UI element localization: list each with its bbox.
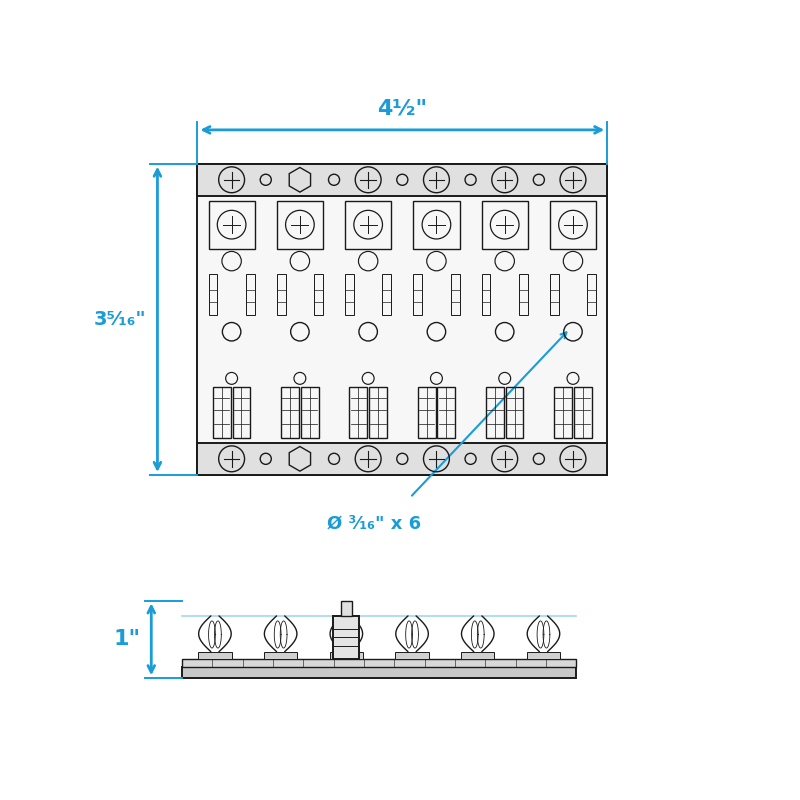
Bar [198,443,607,475]
Bar [519,274,528,314]
Bar [281,387,299,438]
Bar [345,274,354,314]
Bar [209,274,218,314]
Bar [574,387,592,438]
Bar [461,652,494,659]
Bar [350,387,367,438]
Bar [198,164,607,475]
Bar [213,387,230,438]
Bar [314,274,323,314]
Bar [395,652,429,659]
Bar [414,274,422,314]
Bar [233,387,250,438]
Bar [301,387,318,438]
Bar [550,274,558,314]
Bar [486,387,504,438]
Bar [277,201,323,249]
Text: Ø ³⁄₁₆" x 6: Ø ³⁄₁₆" x 6 [327,515,421,533]
Bar [277,274,286,314]
Bar [209,201,254,249]
Bar [382,274,391,314]
Text: 4½": 4½" [378,98,427,118]
Bar [330,652,363,659]
Text: 3⁵⁄₁₆": 3⁵⁄₁₆" [94,310,146,329]
Bar [369,387,387,438]
Bar [482,201,528,249]
Bar [438,387,455,438]
Bar [345,201,391,249]
Bar [527,652,560,659]
Bar [182,667,576,678]
Bar [418,387,435,438]
Bar [450,274,459,314]
Bar [482,274,490,314]
Bar [198,652,231,659]
Bar [506,387,523,438]
Bar [334,616,359,659]
Bar [554,387,572,438]
Bar [550,201,596,249]
Bar [198,164,607,196]
Bar [587,274,596,314]
Bar [246,274,254,314]
Text: 1": 1" [113,630,140,650]
Bar [341,601,352,616]
Bar [414,201,459,249]
Bar [182,659,576,667]
Bar [264,652,298,659]
